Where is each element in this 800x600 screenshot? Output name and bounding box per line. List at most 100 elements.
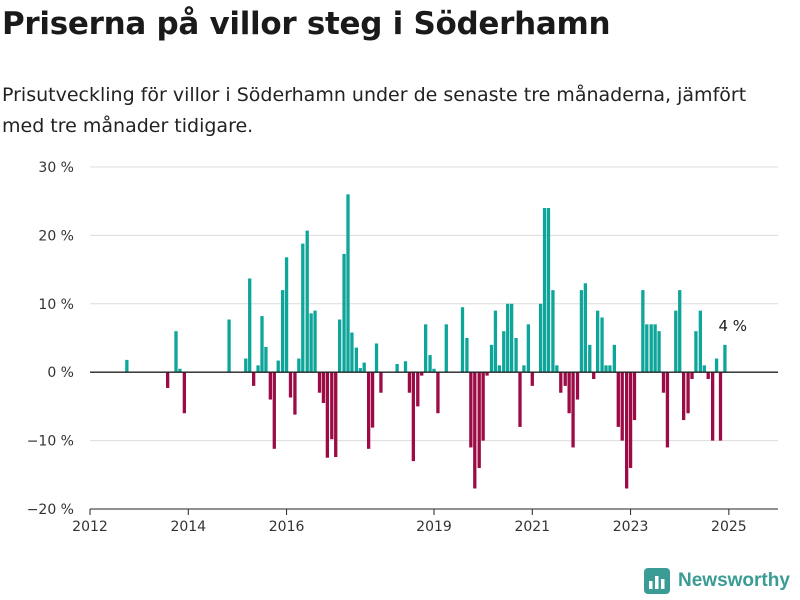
bar [518, 372, 522, 427]
bar [698, 310, 702, 373]
bar [411, 372, 416, 462]
y-tick-label: 20 % [38, 228, 74, 244]
bar [526, 324, 530, 373]
x-tick-label: 2023 [613, 519, 649, 535]
bar [293, 372, 297, 415]
bar [559, 372, 563, 393]
bar [309, 313, 313, 373]
y-tick-label: 10 % [38, 297, 74, 313]
x-axis-ticks: 2012 2014 2016 2019 2021 2023 2025 [72, 509, 747, 535]
brand-name: Newsworthy [678, 570, 790, 591]
bar [571, 372, 575, 448]
bar-chart-logo-icon [644, 568, 670, 594]
bar [469, 372, 473, 448]
annotation-label: 4 % [718, 317, 747, 335]
bar [608, 365, 612, 373]
x-tick-label: 2012 [72, 519, 108, 535]
bar [317, 372, 322, 393]
x-tick-label: 2019 [416, 519, 452, 535]
bar [366, 372, 371, 449]
bar [653, 324, 657, 373]
bar [342, 253, 346, 373]
bar [465, 338, 469, 373]
bar [694, 331, 698, 373]
bar [493, 310, 498, 373]
x-tick-label: 2016 [269, 519, 305, 535]
bar [514, 338, 518, 373]
bar [522, 365, 526, 373]
bar [641, 290, 645, 373]
bar [125, 359, 129, 373]
bar [330, 372, 334, 440]
bar [313, 310, 317, 373]
bar [334, 372, 338, 458]
bar [714, 358, 719, 373]
bar [178, 368, 182, 373]
bar [510, 303, 514, 373]
bar-chart: −20 %−10 %0 %10 %20 %30 % 2012 2014 2016 20… [27, 160, 778, 535]
y-tick-label: 0 % [47, 365, 74, 381]
bar [260, 316, 264, 373]
chart-subtitle: Prisutveckling för villor i Söderhamn un… [2, 84, 747, 137]
bar [338, 319, 342, 373]
bar [166, 372, 170, 388]
bar [624, 372, 629, 489]
bar [276, 360, 280, 373]
bar [563, 372, 567, 386]
bar [674, 310, 678, 373]
bar [612, 344, 616, 373]
bar [583, 283, 588, 373]
bars [125, 194, 727, 489]
bar [596, 310, 600, 373]
y-tick-label: −10 % [27, 434, 74, 450]
bar [530, 372, 534, 386]
bar [280, 290, 285, 373]
bar [506, 303, 510, 373]
bar [350, 332, 354, 373]
bar [272, 372, 276, 449]
bar [403, 361, 408, 373]
bar [702, 365, 706, 373]
bar [395, 363, 399, 373]
bar [497, 365, 502, 373]
bar [346, 194, 350, 373]
bar [407, 372, 412, 393]
bar [555, 365, 559, 373]
bar [710, 372, 715, 441]
x-tick-label: 2014 [170, 519, 206, 535]
bar [481, 372, 485, 441]
bar [657, 331, 661, 373]
bar [592, 372, 596, 380]
bar [305, 230, 309, 373]
bar [268, 372, 272, 400]
bar [244, 358, 248, 373]
bar [379, 372, 383, 393]
bar [645, 324, 649, 373]
bar [723, 344, 727, 373]
bar [579, 290, 584, 373]
bar [588, 344, 592, 373]
bar [428, 355, 432, 373]
bar [174, 331, 178, 373]
bar [477, 372, 481, 468]
bar [665, 372, 670, 448]
bar [690, 372, 694, 380]
bar [325, 372, 330, 458]
bar [620, 372, 624, 441]
bar [182, 372, 186, 414]
bar [632, 372, 637, 421]
bar [252, 372, 256, 386]
bar [444, 324, 448, 373]
bar [678, 290, 682, 373]
x-tick-label: 2025 [711, 519, 747, 535]
bar [288, 372, 293, 398]
newsworthy-brand: Newsworthy [644, 568, 790, 594]
x-tick-label: 2021 [514, 519, 550, 535]
y-tick-label: 30 % [38, 160, 74, 176]
bar [718, 372, 723, 441]
bar [297, 358, 301, 373]
bar [321, 372, 326, 403]
y-tick-label: −20 % [27, 502, 74, 518]
chart-title: Priserna på villor steg i Söderhamn [2, 6, 611, 42]
bar [604, 365, 608, 373]
